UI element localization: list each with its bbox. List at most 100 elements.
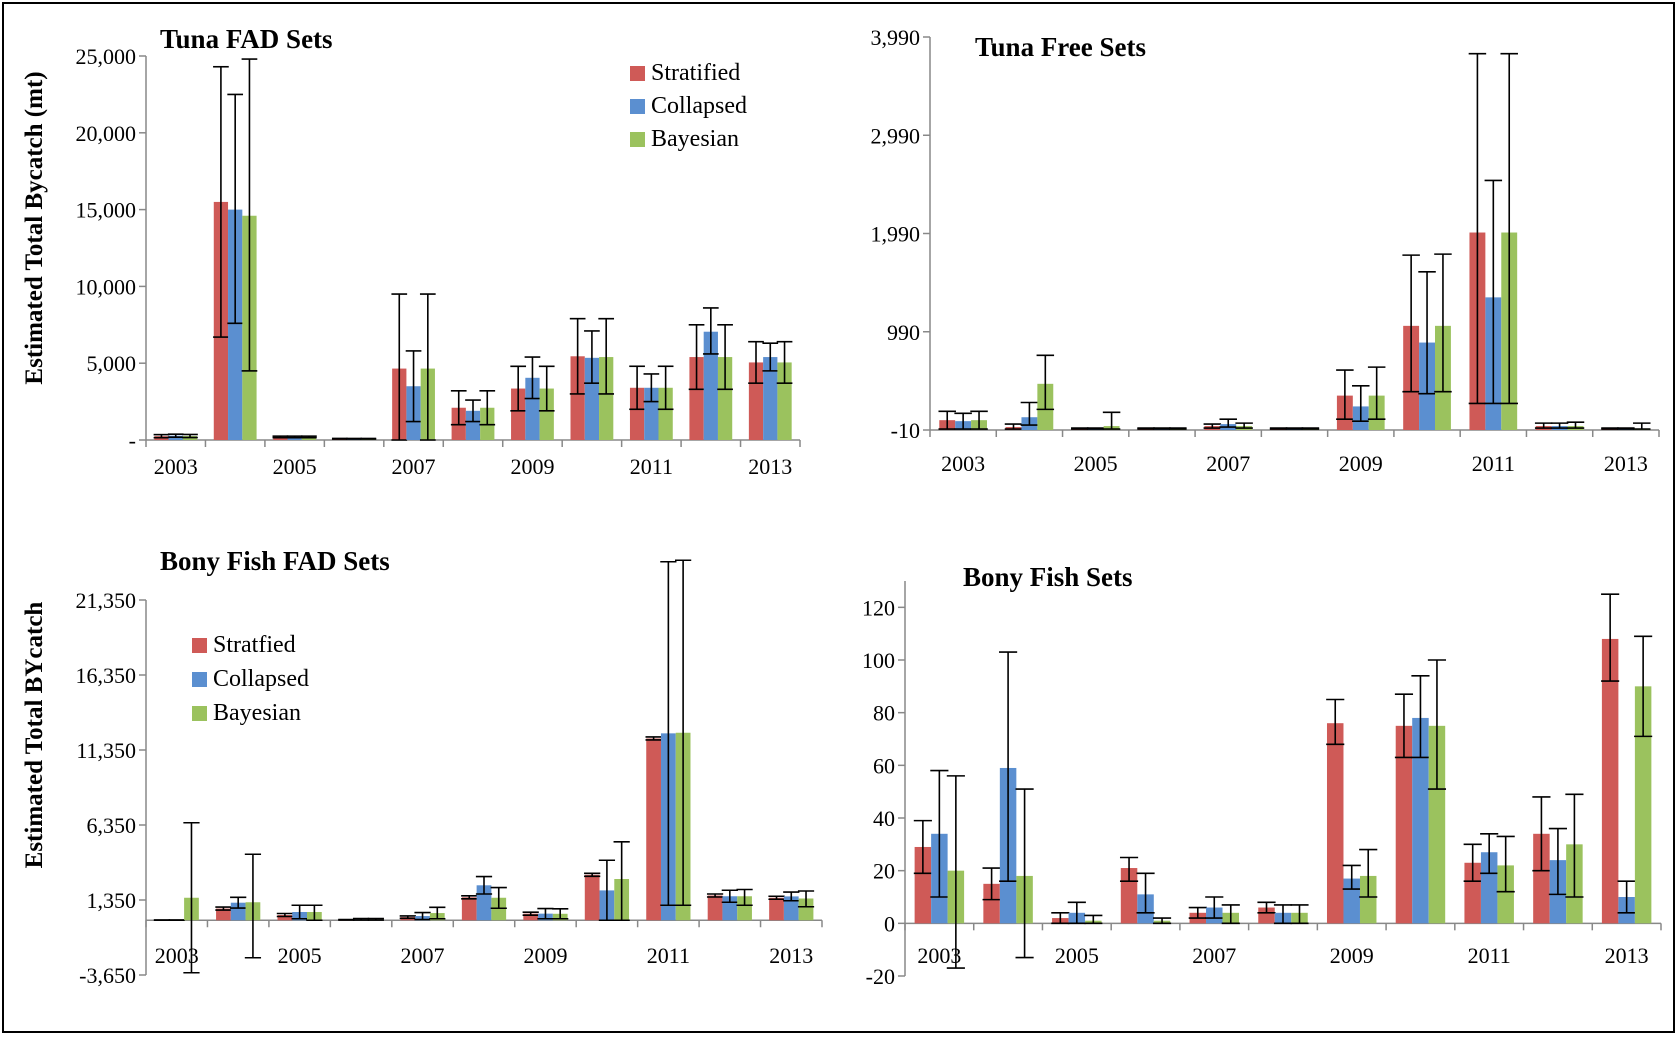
legend-swatch [630,132,645,147]
y-tick-label: 15,000 [76,198,137,223]
chart-title: Tuna Free Sets [975,32,1146,62]
x-tick-label: 2007 [392,454,436,479]
bar [1601,638,1619,924]
bar [689,357,704,440]
x-tick-label: 2005 [278,943,322,968]
x-tick-label: 2009 [1339,451,1383,476]
legend-label: Collapsed [651,93,747,119]
bar [629,387,645,440]
x-tick-label: 2007 [401,943,445,968]
y-tick-label: 0 [884,911,895,936]
chart-panel-1: Tuna FAD Sets - 5,000 10,000 15,000 20,000 25,… [76,24,801,479]
x-tick-label: 2005 [1055,943,1099,968]
x-tick-label: 2011 [647,943,690,968]
bar [1258,907,1275,924]
bar [584,874,600,921]
bar [777,362,792,440]
y-tick-label: 2,990 [871,123,921,148]
x-tick-label: 2009 [523,943,567,968]
x-tick-label: 2003 [917,943,961,968]
y-tick-label: 16,350 [76,663,137,688]
legend-swatch [192,672,207,687]
x-tick-label: 2007 [1192,943,1236,968]
y-axis-label-top: Estimated Total Bycatch (mt) [21,71,48,384]
x-tick-label: 2013 [1605,943,1649,968]
y-tick-label: 40 [873,806,895,831]
bar [763,357,778,440]
legend-label: Stratified [651,60,740,86]
bar [599,357,614,440]
y-tick-label: 10,000 [76,274,137,299]
bar [798,898,814,921]
legend-swatch [192,638,207,653]
y-tick-label: -10 [891,418,920,443]
x-tick-label: 2005 [1074,451,1118,476]
y-tick-label: 11,350 [76,738,136,763]
legend-swatch [630,99,645,114]
y-tick-label: 20 [873,859,895,884]
legend-swatch [630,66,645,81]
y-tick-label: 3,990 [871,25,921,50]
x-tick-label: 2009 [1330,943,1374,968]
x-tick-label: 2003 [941,451,985,476]
bar [525,377,540,440]
y-tick-label: 20,000 [76,121,137,146]
y-tick-label: -3,650 [79,963,136,988]
bar [646,738,661,921]
bar [277,915,293,921]
chart-title: Bony Fish Sets [963,562,1133,592]
y-tick-label: 1,350 [87,888,137,913]
bar [783,896,799,921]
bar [1395,725,1413,924]
x-tick-label: 2011 [1468,943,1511,968]
bar [914,846,932,924]
bar [1480,852,1498,924]
legend-label: Collapsed [213,666,309,692]
bar [748,362,764,440]
x-tick-label: 2011 [630,454,673,479]
bar [717,357,733,440]
y-axis-label-bottom: Estimated Total BYcatch [21,602,48,869]
y-tick-label: 21,350 [76,588,137,613]
bar [1326,723,1344,924]
bar [1412,717,1429,924]
bar [523,913,539,921]
bar [1634,686,1652,924]
x-tick-label: 2013 [769,943,813,968]
x-tick-label: 2003 [154,454,198,479]
y-tick-label: 120 [862,595,895,620]
bar [539,388,554,440]
bar [1428,725,1446,924]
x-tick-label: 2007 [1206,451,1250,476]
y-tick-label: 25,000 [76,44,137,69]
x-tick-label: 2013 [1604,451,1648,476]
bar [1359,875,1377,924]
legend-label: Stratfied [213,632,296,658]
chart-panel-3: Bony Fish FAD Sets -3,650 1,350 6,350 11,350… [76,546,823,988]
y-tick-label: 6,350 [87,813,137,838]
bar [465,410,481,440]
bar [737,896,752,921]
bar [461,897,477,921]
x-tick-label: 2011 [1472,451,1515,476]
legend-swatch [192,706,207,721]
chart-panel-2: Tuna Free Sets -10 990 1,990 2,990 3,990 2003 2… [871,25,1660,476]
bar [570,356,585,440]
bar [1464,862,1481,924]
bar [511,388,526,440]
y-tick-label: - [129,428,136,453]
bar [983,883,1000,924]
y-tick-label: 60 [873,753,895,778]
bar [707,895,723,921]
y-tick-label: 5,000 [87,351,137,376]
y-tick-label: 80 [873,701,895,726]
bar [1497,865,1514,924]
chart-title: Tuna FAD Sets [160,24,333,54]
y-tick-label: 990 [887,320,920,345]
x-tick-label: 2005 [273,454,317,479]
bar [216,908,231,921]
x-tick-label: 2009 [510,454,554,479]
bar [230,902,246,921]
